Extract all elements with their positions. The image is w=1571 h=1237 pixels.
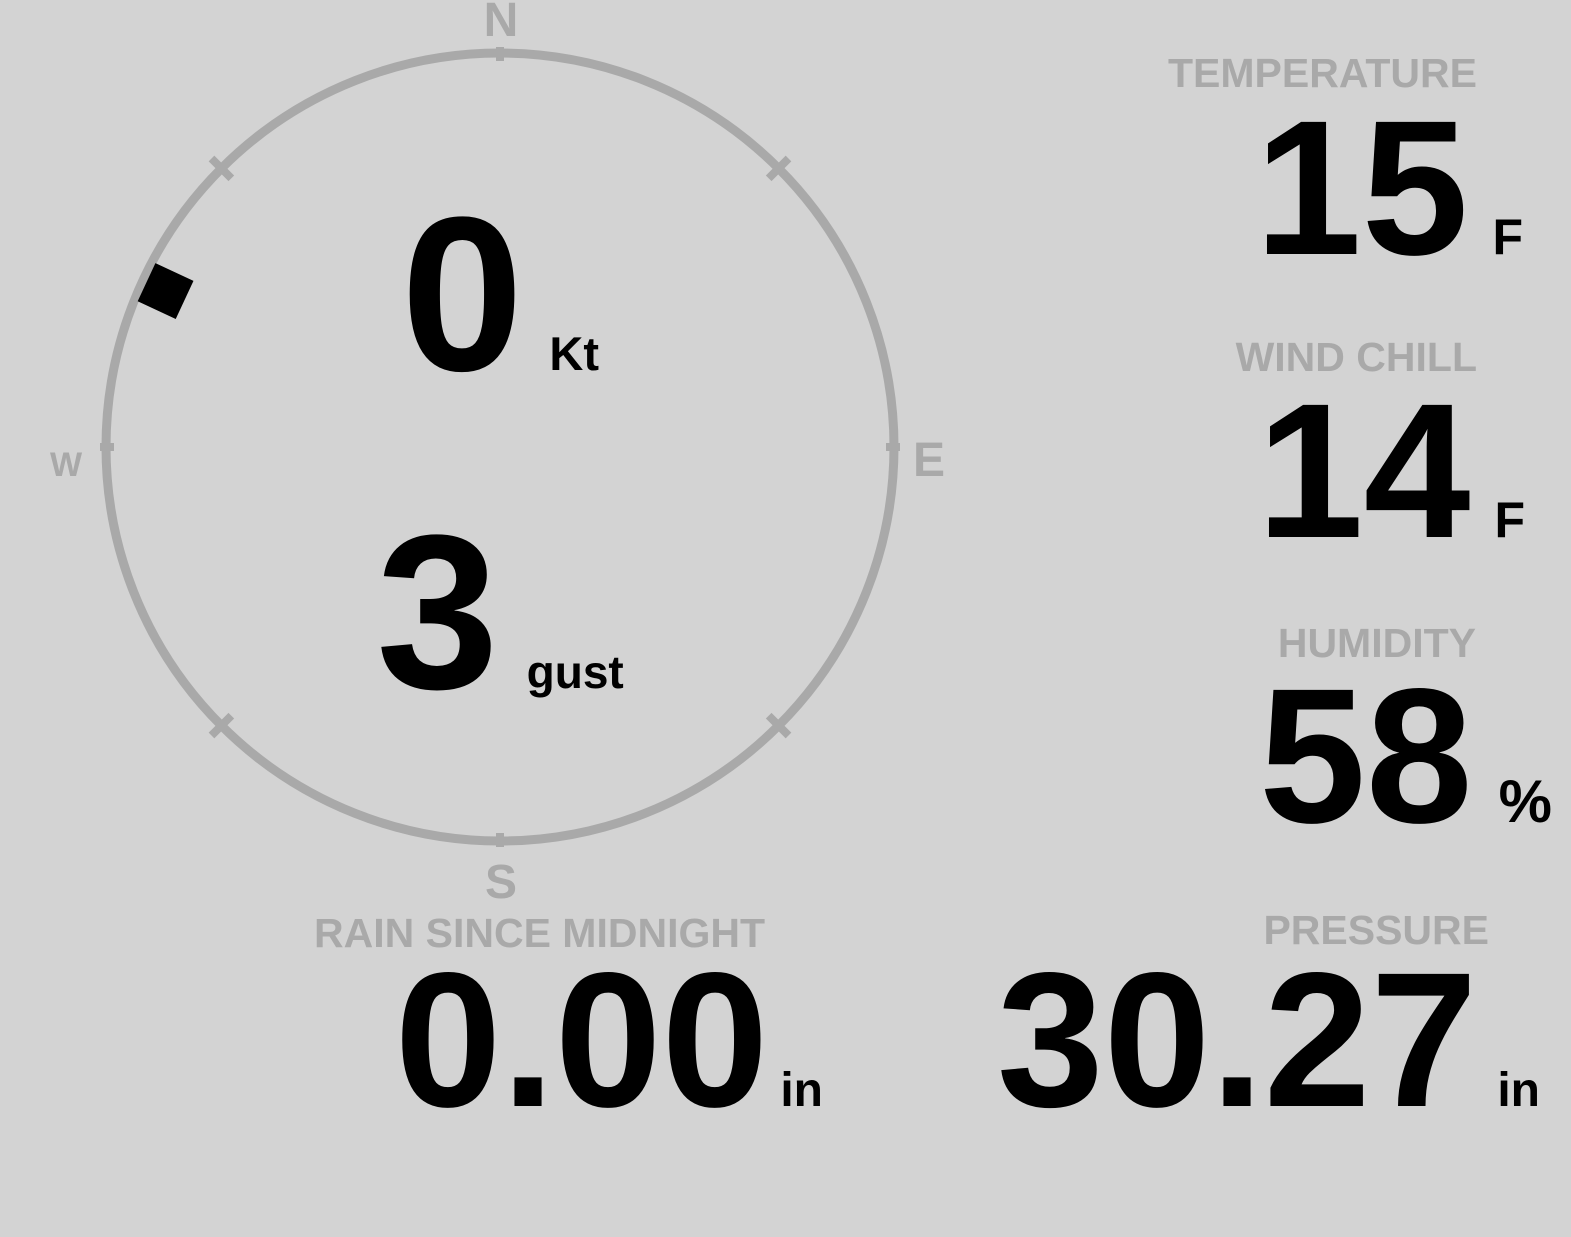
wind-chill-label: WIND CHILL bbox=[1235, 334, 1477, 380]
pressure-value: 30.27 bbox=[996, 932, 1478, 1147]
wind-gust-unit: gust bbox=[526, 646, 624, 698]
humidity-unit: % bbox=[1498, 768, 1552, 835]
temperature-value: 15 bbox=[1254, 80, 1469, 295]
wind-speed-value: 0 bbox=[401, 171, 524, 417]
temperature-label: TEMPERATURE bbox=[1167, 50, 1477, 96]
wind-speed-unit: Kt bbox=[549, 327, 599, 380]
wind-chill-unit: F bbox=[1494, 492, 1525, 548]
tick-southeast bbox=[765, 712, 792, 739]
compass-label-west: W bbox=[50, 446, 83, 484]
wind-gust: 3 gust bbox=[376, 502, 623, 722]
pressure-unit: in bbox=[1497, 1064, 1540, 1117]
rain-since-midnight-label: RAIN SINCE MIDNIGHT bbox=[314, 910, 765, 956]
temperature-metric: 15 F bbox=[1255, 92, 1523, 284]
humidity-metric: 58% bbox=[1259, 660, 1552, 852]
pressure-metric: 30.27 in bbox=[997, 944, 1540, 1136]
pressure-label: PRESSURE bbox=[1263, 907, 1489, 953]
humidity-label: HUMIDITY bbox=[1277, 620, 1476, 666]
wind-chill-value: 14 bbox=[1256, 363, 1471, 578]
compass-label-east: E bbox=[913, 434, 946, 487]
tick-northeast bbox=[765, 155, 792, 182]
wind-gust-value: 3 bbox=[376, 489, 499, 735]
compass-label-south: S bbox=[484, 856, 518, 909]
compass-ticks bbox=[100, 47, 900, 847]
temperature-unit: F bbox=[1492, 209, 1523, 265]
tick-northwest bbox=[208, 155, 235, 182]
tick-southwest bbox=[208, 712, 235, 739]
compass-label-north: N bbox=[483, 0, 519, 47]
humidity-value: 58 bbox=[1259, 648, 1473, 863]
wind-direction-marker bbox=[137, 263, 194, 319]
wind-chill-metric: 14 F bbox=[1257, 375, 1525, 567]
wind-speed: 0 Kt bbox=[401, 184, 599, 404]
rain-since-midnight-metric: 0.00 in bbox=[395, 944, 823, 1136]
rain-since-midnight-value: 0.00 bbox=[394, 932, 769, 1147]
rain-since-midnight-unit: in bbox=[780, 1064, 823, 1117]
